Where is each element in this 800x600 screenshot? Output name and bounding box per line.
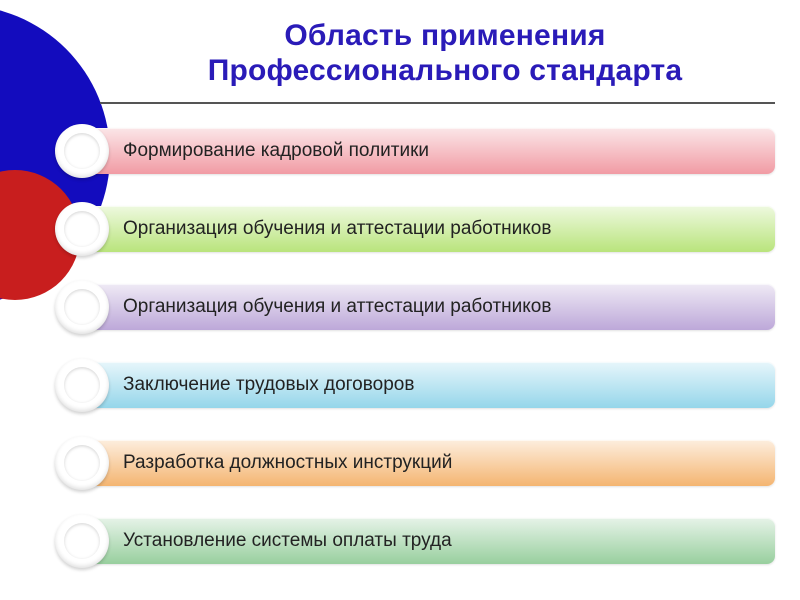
item-bar: Формирование кадровой политики [83, 128, 775, 174]
list-item: Установление системы оплаты труда [55, 510, 775, 572]
bullet-circle [55, 514, 109, 568]
item-bar: Разработка должностных инструкций [83, 440, 775, 486]
item-label: Заключение трудовых договоров [123, 374, 414, 396]
bullet-circle-inner [64, 133, 100, 169]
list-item: Организация обучения и аттестации работн… [55, 276, 775, 338]
slide-title: Область применения Профессионального ста… [120, 18, 770, 89]
item-label: Организация обучения и аттестации работн… [123, 218, 551, 240]
bullet-circle [55, 436, 109, 490]
bullet-circle-inner [64, 289, 100, 325]
item-label: Организация обучения и аттестации работн… [123, 296, 551, 318]
bullet-circle [55, 202, 109, 256]
bullet-circle-inner [64, 367, 100, 403]
list-item: Организация обучения и аттестации работн… [55, 198, 775, 260]
item-bar: Заключение трудовых договоров [83, 362, 775, 408]
item-label: Разработка должностных инструкций [123, 452, 452, 474]
bullet-circle [55, 280, 109, 334]
items-list: Формирование кадровой политики Организаци… [55, 120, 775, 588]
title-underline [100, 102, 775, 104]
bullet-circle-inner [64, 445, 100, 481]
item-bar: Установление системы оплаты труда [83, 518, 775, 564]
bullet-circle-inner [64, 211, 100, 247]
bullet-circle [55, 358, 109, 412]
title-line-1: Область применения [284, 19, 605, 52]
item-label: Установление системы оплаты труда [123, 530, 452, 552]
list-item: Заключение трудовых договоров [55, 354, 775, 416]
list-item: Разработка должностных инструкций [55, 432, 775, 494]
bullet-circle-inner [64, 523, 100, 559]
item-label: Формирование кадровой политики [123, 140, 429, 162]
item-bar: Организация обучения и аттестации работн… [83, 206, 775, 252]
title-line-2: Профессионального стандарта [208, 54, 683, 87]
item-bar: Организация обучения и аттестации работн… [83, 284, 775, 330]
bullet-circle [55, 124, 109, 178]
list-item: Формирование кадровой политики [55, 120, 775, 182]
